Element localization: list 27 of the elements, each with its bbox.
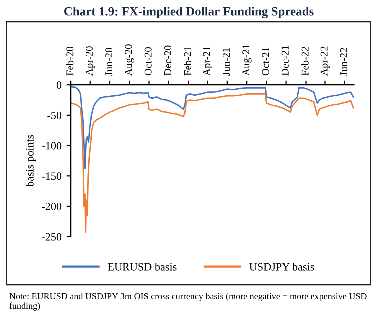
x-tick-label: Aug-21 xyxy=(242,44,252,76)
x-tick-label: Apr-20 xyxy=(86,46,96,76)
x-tick-label: Dec-21 xyxy=(282,46,289,76)
chart-title: Chart 1.9: FX-implied Dollar Funding Spreads xyxy=(64,7,314,18)
legend-label: USDJPY basis xyxy=(250,263,314,271)
y-axis-title: basis points xyxy=(26,135,36,188)
x-tick-label: Jun-22 xyxy=(340,48,348,76)
legend-label: EURUSD basis xyxy=(108,263,177,271)
line-series xyxy=(71,94,354,234)
x-tick-label: Oct-20 xyxy=(144,48,152,76)
x-tick-label: Apr-21 xyxy=(203,46,213,76)
x-tick-label: Feb-22 xyxy=(302,47,309,76)
x-tick-label: Apr-22 xyxy=(320,46,330,76)
y-tick-label: -200 xyxy=(42,202,62,210)
y-tick-label: -50 xyxy=(48,112,62,120)
x-tick-label: Feb-20 xyxy=(66,46,74,76)
y-tick-label: -150 xyxy=(42,172,62,180)
text: Note: EURUSD and USDJPY 3m OIS cross currency basis (more negative = more expensive USD funding) xyxy=(10,293,367,311)
x-tick-label: Aug-20 xyxy=(125,44,134,76)
x-tick-label: Oct-21 xyxy=(262,48,270,76)
y-tick-label: -100 xyxy=(42,142,62,150)
x-tick-label: Dec-20 xyxy=(164,46,172,76)
x-tick-label: Jun-21 xyxy=(223,48,230,76)
x-tick-label: Feb-21 xyxy=(184,47,192,76)
y-tick-label: 0 xyxy=(56,82,62,90)
y-tick-label: -250 xyxy=(42,233,62,241)
x-tick-label: Jun-20 xyxy=(106,48,113,76)
